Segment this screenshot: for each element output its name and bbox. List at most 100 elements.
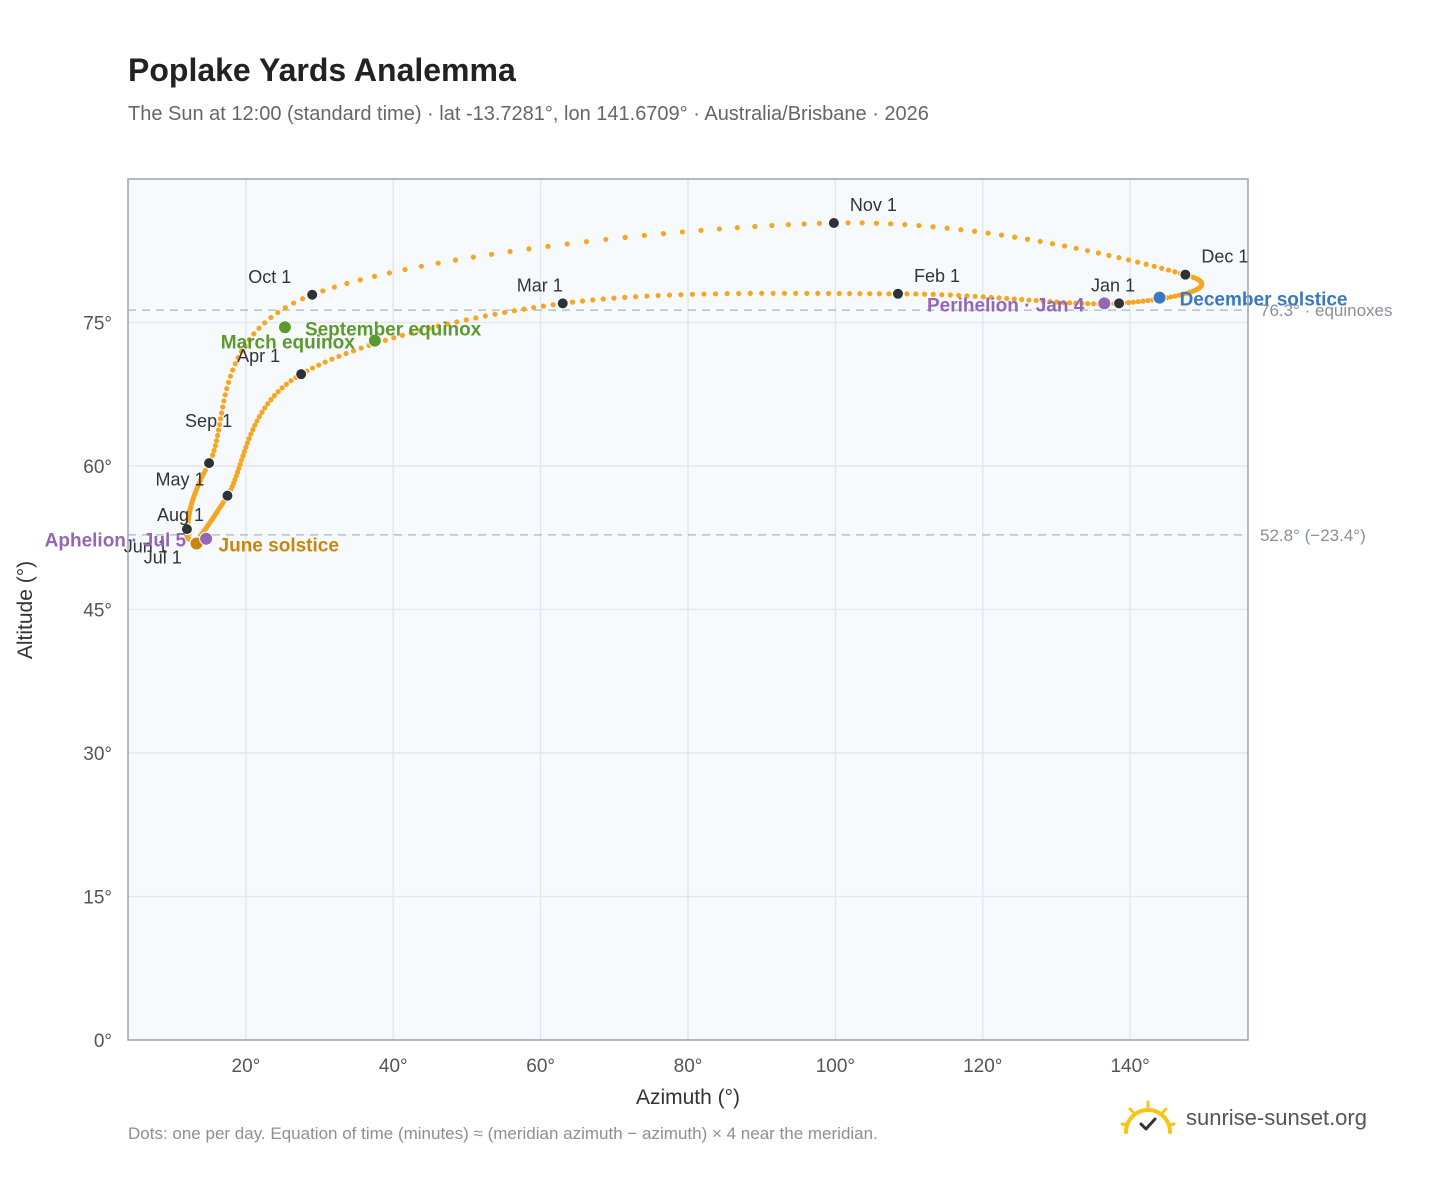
- month-marker-label: Dec 1: [1201, 247, 1248, 267]
- daily-dot: [1168, 294, 1174, 300]
- daily-dot: [622, 294, 628, 300]
- month-marker: [306, 288, 319, 301]
- daily-dot: [1033, 297, 1039, 304]
- daily-dot: [1026, 297, 1032, 303]
- daily-dot: [1054, 299, 1060, 305]
- daily-dot: [254, 418, 260, 424]
- daily-dot: [391, 335, 397, 341]
- daily-dot: [212, 443, 218, 449]
- footnote: Dots: one per day. Equation of time (min…: [128, 1124, 878, 1143]
- daily-dot: [1079, 300, 1085, 307]
- daily-dot: [473, 315, 479, 321]
- reference-line-label: 76.3° · equinoxes: [1260, 301, 1393, 320]
- x-tick-label: 80°: [674, 1056, 703, 1077]
- daily-dot: [930, 224, 936, 230]
- daily-dot: [399, 332, 406, 338]
- daily-dot: [904, 291, 910, 297]
- daily-dot: [283, 381, 290, 387]
- month-marker-label: Jun 1: [124, 537, 168, 557]
- daily-dot: [320, 288, 326, 294]
- daily-dot: [655, 292, 661, 299]
- daily-dot: [916, 222, 922, 229]
- daily-dot: [770, 290, 776, 296]
- brand-name[interactable]: sunrise-sunset.org: [1186, 1105, 1367, 1130]
- event-marker: [277, 320, 292, 335]
- daily-dot: [252, 422, 258, 428]
- daily-dot: [256, 413, 263, 420]
- daily-dot: [712, 291, 719, 297]
- event-label: Perihelion · Jan 4: [927, 295, 1085, 316]
- daily-dot: [402, 266, 408, 273]
- daily-dot: [1125, 300, 1132, 306]
- daily-dot: [583, 239, 590, 245]
- daily-dot: [235, 355, 241, 361]
- daily-dot: [275, 389, 281, 395]
- daily-dot: [939, 292, 945, 298]
- daily-dot: [279, 385, 285, 391]
- daily-dot: [944, 225, 950, 231]
- chart-title: Poplake Yards Analemma: [128, 52, 516, 88]
- daily-dot: [268, 397, 274, 403]
- daily-dot: [243, 444, 249, 450]
- month-marker: [1113, 297, 1126, 310]
- daily-dot: [971, 228, 978, 234]
- daily-dot: [980, 294, 986, 300]
- daily-dot: [804, 290, 810, 296]
- daily-dot: [299, 296, 306, 302]
- y-axis-ticks: 0° 15° 30° 45° 60° 75°: [83, 314, 112, 1053]
- x-tick-label: 40°: [379, 1056, 408, 1077]
- daily-dot: [275, 309, 281, 316]
- event-label: September equinox: [305, 319, 482, 340]
- daily-dot: [371, 273, 378, 279]
- month-marker: [556, 297, 569, 310]
- daily-dot: [679, 229, 685, 235]
- month-marker-label: Aug 1: [157, 505, 204, 525]
- daily-dot: [801, 221, 807, 227]
- daily-dot: [1073, 300, 1079, 306]
- daily-dot: [1106, 252, 1112, 258]
- daily-dot: [603, 236, 609, 243]
- daily-dot: [569, 299, 576, 305]
- month-marker-label: Feb 1: [914, 266, 960, 286]
- daily-dot: [417, 328, 423, 334]
- daily-dot: [216, 421, 223, 428]
- month-marker: [221, 489, 234, 502]
- daily-dot: [271, 393, 278, 399]
- x-tick-label: 100°: [816, 1056, 855, 1077]
- daily-dot: [698, 227, 704, 233]
- brand[interactable]: sunrise-sunset.org: [1120, 1100, 1367, 1136]
- daily-dot: [1090, 301, 1097, 307]
- daily-dot: [816, 220, 823, 227]
- daily-dot: [240, 453, 246, 459]
- month-marker-label: Jul 1: [144, 548, 182, 568]
- daily-dot: [859, 220, 865, 226]
- y-axis-label: Altitude (°): [14, 561, 37, 659]
- daily-dot: [358, 345, 364, 351]
- daily-dot: [1176, 292, 1182, 298]
- daily-dot: [343, 350, 349, 357]
- daily-dot: [1049, 241, 1056, 247]
- daily-dot: [210, 452, 216, 458]
- daily-dot: [847, 290, 853, 297]
- daily-dot: [641, 232, 647, 239]
- daily-dot: [1040, 298, 1046, 304]
- month-marker: [892, 287, 904, 300]
- daily-dot: [230, 367, 236, 373]
- daily-dot: [1073, 245, 1079, 251]
- daily-dot: [1060, 299, 1066, 306]
- daily-dot: [502, 309, 508, 316]
- daily-dot: [540, 303, 547, 309]
- daily-dot: [564, 241, 570, 247]
- daily-dot: [550, 302, 556, 308]
- daily-dot: [282, 305, 288, 311]
- daily-dot: [1140, 298, 1146, 304]
- daily-dot: [222, 392, 228, 398]
- daily-dot: [1151, 263, 1157, 269]
- month-marker-label: Nov 1: [850, 195, 897, 215]
- daily-dot: [1084, 248, 1091, 254]
- daily-dot: [1037, 238, 1043, 245]
- daily-dot: [716, 226, 722, 232]
- daily-dot: [1172, 293, 1178, 299]
- daily-dot: [1024, 236, 1031, 242]
